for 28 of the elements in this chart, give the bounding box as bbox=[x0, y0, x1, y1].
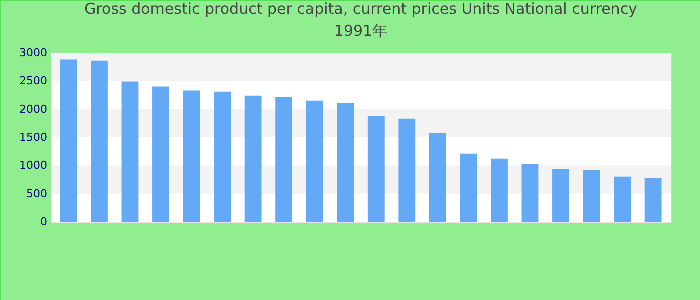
chart-title: Gross domestic product per capita, current prices Units National currency 1991年 bbox=[84, 0, 638, 40]
bar bbox=[60, 60, 78, 222]
bar bbox=[244, 96, 262, 222]
bar bbox=[583, 170, 600, 222]
y-tick-label: 2000 bbox=[20, 102, 48, 116]
bar bbox=[152, 86, 170, 222]
bar bbox=[398, 118, 416, 222]
bar bbox=[122, 82, 139, 222]
bar bbox=[460, 154, 478, 222]
bar bbox=[491, 158, 508, 222]
bar bbox=[429, 132, 446, 222]
bar bbox=[522, 164, 539, 222]
bar bbox=[306, 100, 324, 222]
bar bbox=[614, 176, 631, 222]
bar bbox=[214, 92, 231, 222]
bar bbox=[337, 103, 354, 222]
y-tick-label: 500 bbox=[26, 187, 48, 200]
bar bbox=[552, 169, 570, 222]
bar bbox=[183, 90, 200, 222]
bar bbox=[276, 96, 293, 222]
y-tick-label: 2500 bbox=[20, 74, 48, 88]
y-tick-label: 1500 bbox=[20, 131, 48, 144]
y-tick-label: 1000 bbox=[20, 159, 48, 172]
bar bbox=[368, 116, 385, 222]
bar bbox=[91, 60, 108, 222]
y-tick-label: 3000 bbox=[20, 46, 48, 60]
y-tick-label: 0 bbox=[40, 216, 48, 228]
bar bbox=[644, 178, 662, 222]
